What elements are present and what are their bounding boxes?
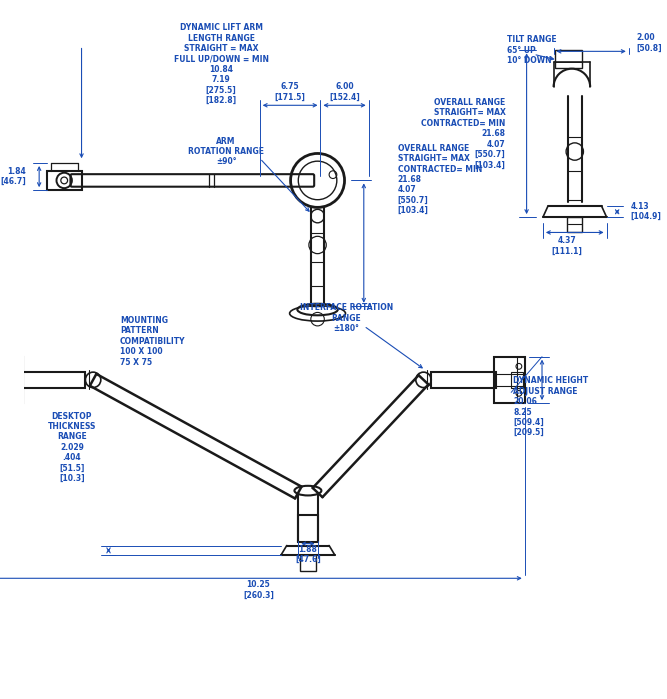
- Text: INTERFACE ROTATION
RANGE
±180°: INTERFACE ROTATION RANGE ±180°: [300, 303, 393, 333]
- Text: TILT RANGE
65° UP
10° DOWN: TILT RANGE 65° UP 10° DOWN: [508, 36, 557, 65]
- Text: DYNAMIC LIFT ARM
LENGTH RANGE
STRAIGHT = MAX
FULL UP/DOWN = MIN
10.84
7.19
[275.: DYNAMIC LIFT ARM LENGTH RANGE STRAIGHT =…: [173, 23, 269, 106]
- Bar: [311, 208, 323, 305]
- Text: DYNAMIC HEIGHT
ADJUST RANGE
20.06
8.25
[509.4]
[209.5]: DYNAMIC HEIGHT ADJUST RANGE 20.06 8.25 […: [513, 376, 588, 438]
- Text: ARM
ROTATION RANGE
±90°: ARM ROTATION RANGE ±90°: [188, 136, 264, 166]
- Text: OVERALL RANGE
STRAIGHT= MAX
CONTRACTED= MIN
21.68
4.07
[550.7]
[103.4]: OVERALL RANGE STRAIGHT= MAX CONTRACTED= …: [421, 98, 506, 169]
- Text: MOUNTING
PATTERN
COMPATIBILITY
100 X 100
75 X 75: MOUNTING PATTERN COMPATIBILITY 100 X 100…: [120, 316, 185, 366]
- Text: DESKTOP
THICKNESS
RANGE
2.029
.404
[51.5]
[10.3]: DESKTOP THICKNESS RANGE 2.029 .404 [51.5…: [48, 412, 96, 483]
- Bar: [21, 372, 85, 387]
- Text: 2.00
[50.8]: 2.00 [50.8]: [636, 33, 662, 52]
- Bar: [300, 555, 315, 570]
- Text: 1.88
[47.6]: 1.88 [47.6]: [295, 545, 321, 564]
- Text: 6.00
[152.4]: 6.00 [152.4]: [329, 82, 360, 101]
- Bar: [298, 514, 317, 542]
- Bar: [556, 50, 582, 68]
- Text: 4.13
[104.9]: 4.13 [104.9]: [630, 201, 662, 221]
- Bar: [47, 171, 81, 190]
- Text: 6.75
[171.5]: 6.75 [171.5]: [275, 82, 305, 101]
- Text: 1.84
[46.7]: 1.84 [46.7]: [0, 167, 25, 186]
- Text: 10.25
[260.3]: 10.25 [260.3]: [243, 580, 273, 600]
- Bar: [432, 372, 496, 387]
- Bar: [511, 372, 523, 387]
- Bar: [0, 356, 23, 403]
- Bar: [494, 356, 525, 403]
- Text: OVERALL RANGE
STRAIGHT= MAX
CONTRACTED= MIN
21.68
4.07
[550.7]
[103.4]: OVERALL RANGE STRAIGHT= MAX CONTRACTED= …: [398, 144, 482, 215]
- Bar: [567, 217, 582, 233]
- Bar: [0, 372, 5, 387]
- Text: 4.37
[111.1]: 4.37 [111.1]: [552, 236, 582, 256]
